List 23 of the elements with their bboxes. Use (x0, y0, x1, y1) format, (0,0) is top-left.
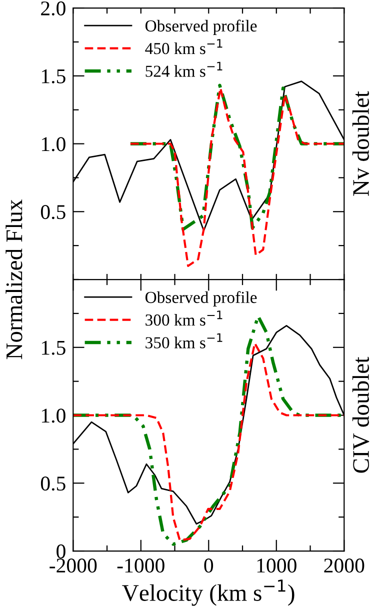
x-axis-title: Velocity (km s$^{−1}$) (122, 580, 294, 606)
y-tick-label: 2.0 (41, 1, 66, 16)
text: Nv doublet (352, 91, 370, 196)
y-tick-label: 0.5 (40, 476, 66, 491)
x-tick-label: -2000 (50, 558, 97, 573)
y-tick-label: 0.5 (40, 205, 66, 220)
legend-label: 350 km s$^{−1}$ (146, 333, 222, 348)
x-tick-label: 2000 (324, 558, 364, 573)
x-tick-label: -1000 (117, 558, 164, 573)
legend-label: Observed profile (146, 291, 257, 306)
legend-label: Observed profile (146, 20, 257, 35)
y-axis-title: Normalized Flux (6, 199, 22, 360)
x-tick-label: 1000 (257, 558, 296, 573)
legend-label: 450 km s$^{−1}$ (145, 39, 222, 54)
legend-label: 300 km s$^{−1}$ (146, 310, 222, 326)
y-tick-label: 1.5 (42, 69, 66, 84)
legend-label: 524 km s$^{−1}$ (146, 62, 222, 77)
y-tick-label: 1.0 (42, 408, 66, 423)
y-tick-label: 0 (56, 544, 66, 558)
text: CIV doublet (352, 356, 370, 473)
x-tick-label: 0 (204, 558, 214, 573)
y-tick-label: 1.5 (42, 340, 66, 355)
y-tick-label: 1.0 (42, 137, 66, 152)
